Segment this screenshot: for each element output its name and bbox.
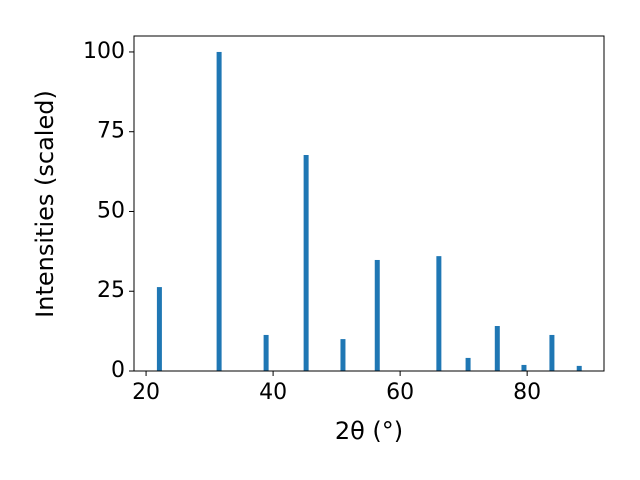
x-tick-label: 80	[513, 380, 541, 405]
bar	[494, 326, 500, 371]
bar	[521, 364, 527, 371]
y-tick-label: 50	[97, 198, 125, 223]
x-tick-label: 40	[259, 380, 287, 405]
bar	[216, 51, 222, 371]
y-tick-label: 100	[83, 39, 125, 64]
x-axis-label: 2θ (°)	[335, 417, 403, 445]
y-tick-label: 25	[97, 278, 125, 303]
y-tick-label: 75	[97, 119, 125, 144]
y-tick-label: 0	[111, 358, 125, 383]
bar	[156, 287, 162, 371]
bar	[436, 256, 442, 371]
plot-frame	[133, 35, 605, 372]
bar	[576, 365, 582, 371]
bar	[374, 259, 380, 371]
x-tick-label: 20	[132, 380, 160, 405]
bar	[263, 334, 269, 371]
bar	[303, 155, 309, 371]
y-axis-label: Intensities (scaled)	[31, 90, 59, 318]
bar	[340, 339, 346, 371]
bar	[465, 357, 471, 371]
x-tick-label: 60	[386, 380, 414, 405]
bar	[549, 334, 555, 371]
